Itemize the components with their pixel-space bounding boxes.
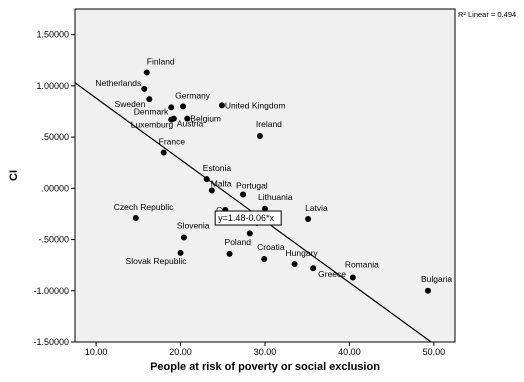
x-tick-label: 50.00 bbox=[423, 347, 446, 357]
data-point-belgium bbox=[184, 115, 191, 122]
x-axis-label: People at risk of poverty or social excl… bbox=[150, 361, 380, 373]
data-point-sweden bbox=[146, 96, 153, 103]
data-point-bulgaria bbox=[424, 287, 431, 294]
point-label-greece: Greece bbox=[318, 269, 346, 279]
x-tick-label: 30.00 bbox=[254, 347, 277, 357]
point-label-slovak-republic: Slovak Republic bbox=[126, 256, 188, 266]
point-label-malta: Malta bbox=[211, 178, 232, 188]
data-point-hungary bbox=[291, 261, 298, 268]
point-label-poland: Poland bbox=[225, 237, 252, 247]
point-label-united-kingdom: United Kingdom bbox=[225, 100, 285, 110]
point-label-france: France bbox=[159, 136, 186, 146]
plot-area bbox=[74, 8, 456, 343]
data-point-france bbox=[160, 149, 167, 156]
data-point-netherlands bbox=[141, 85, 148, 92]
fit-line-label-box bbox=[214, 210, 282, 226]
data-point-estonia bbox=[203, 176, 210, 183]
point-label-netherlands: Netherlands bbox=[95, 78, 141, 88]
data-point-greece bbox=[310, 265, 317, 272]
y-tick-label: 1.00000 bbox=[36, 81, 69, 91]
data-point-germany bbox=[180, 103, 187, 110]
point-label-croatia: Croatia bbox=[257, 242, 285, 252]
y-tick-label: .00000 bbox=[41, 183, 69, 193]
point-label-hungary: Hungary bbox=[286, 248, 319, 258]
data-point-malta bbox=[208, 187, 215, 194]
data-point-denmark bbox=[168, 104, 175, 111]
y-tick-label: -.50000 bbox=[38, 235, 69, 245]
x-tick-label: 20.00 bbox=[169, 347, 192, 357]
y-tick-label: -1.50000 bbox=[33, 337, 69, 347]
data-point-romania bbox=[349, 274, 356, 281]
y-tick-label: 1.50000 bbox=[36, 30, 69, 40]
data-point-italy bbox=[246, 230, 253, 237]
point-label-germany: Germany bbox=[175, 90, 211, 100]
point-label-cyprus: C bbox=[216, 205, 222, 215]
data-point-latvia bbox=[305, 216, 312, 223]
data-point-austria bbox=[170, 115, 177, 122]
data-point-slovak-republic bbox=[177, 249, 184, 256]
r2-label: R² Linear = 0.494 bbox=[458, 10, 516, 19]
point-label-belgium: Belgium bbox=[190, 114, 221, 124]
point-label-denmark: Denmark bbox=[134, 106, 169, 116]
data-point-slovenia bbox=[180, 234, 187, 241]
x-tick-label: 40.00 bbox=[338, 347, 361, 357]
y-axis-ticks: 1.50000 1.00000 .50000 .00000 -.50000 -1.0000… bbox=[33, 30, 75, 347]
point-label-ireland: Ireland bbox=[256, 119, 282, 129]
data-point-czech-republic bbox=[132, 215, 139, 222]
y-tick-label: -1.00000 bbox=[33, 286, 69, 296]
point-label-luxemburg: Luxemburg bbox=[131, 120, 174, 130]
point-label-estonia: Estonia bbox=[203, 163, 232, 173]
point-label-czech-republic: Czech Republic bbox=[114, 202, 174, 212]
point-label-romania: Romania bbox=[345, 259, 379, 269]
x-axis-ticks: 10.00 20.00 30.00 40.00 50.00 bbox=[85, 342, 445, 357]
point-label-portugal: Portugal bbox=[236, 180, 268, 190]
point-label-lithuania: Lithuania bbox=[258, 192, 293, 202]
point-label-finland: Finland bbox=[147, 57, 175, 67]
y-tick-label: .50000 bbox=[41, 132, 69, 142]
fit-line-equation: y=1.48-0.06*x bbox=[218, 213, 274, 223]
data-point-lithuania bbox=[262, 205, 268, 212]
data-point-united-kingdom bbox=[218, 102, 225, 109]
point-label-austria: Austria bbox=[177, 119, 204, 129]
x-tick-label: 10.00 bbox=[85, 347, 108, 357]
point-label-slovenia: Slovenia bbox=[177, 220, 210, 230]
y-axis-label: CI bbox=[8, 170, 20, 181]
data-point-poland bbox=[226, 250, 233, 257]
point-label-latvia: Latvia bbox=[305, 203, 328, 213]
data-point-croatia bbox=[261, 256, 268, 263]
point-label-bulgaria: Bulgaria bbox=[421, 274, 452, 284]
point-label-sweden: Sweden bbox=[115, 99, 146, 109]
data-point-finland bbox=[143, 69, 150, 76]
fit-line-label-group: y=1.48-0.06*x bbox=[214, 210, 282, 226]
data-point-ireland bbox=[256, 133, 263, 140]
data-point-portugal bbox=[240, 191, 247, 198]
